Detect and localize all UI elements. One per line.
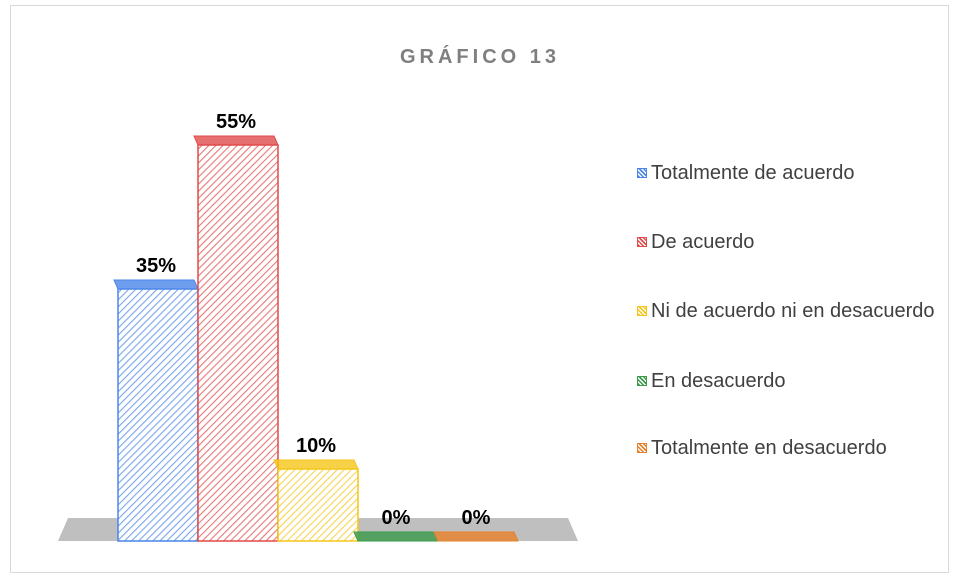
bar [277,468,359,542]
data-label: 0% [382,507,411,529]
bar-top [113,279,199,290]
bar-top [353,531,439,542]
bar [197,144,279,542]
legend-label: De acuerdo [651,231,755,253]
data-label: 0% [462,507,491,529]
legend-swatch [637,168,647,178]
legend-label: Totalmente de acuerdo [651,162,855,184]
legend-label: En desacuerdo [651,370,786,392]
legend-swatch [637,443,647,453]
bar-top [193,135,279,146]
legend-swatch [637,237,647,247]
bar [117,288,199,542]
legend-entry: Ni de acuerdo ni en desacuerdo [637,298,947,324]
legend-swatch [637,306,647,316]
legend-entry: En desacuerdo [637,368,947,394]
bar-top [273,459,359,470]
data-label: 55% [216,111,256,133]
bar-top [433,531,519,542]
legend-swatch [637,376,647,386]
legend-entry: Totalmente en desacuerdo [637,435,947,461]
data-label: 35% [136,255,176,277]
legend-label: Totalmente en desacuerdo [651,437,887,459]
legend-entry: De acuerdo [637,229,947,255]
legend-label: Ni de acuerdo ni en desacuerdo [651,300,935,322]
legend-entry: Totalmente de acuerdo [637,160,947,186]
data-label: 10% [296,435,336,457]
chart-title: GRÁFICO 13 [400,45,560,68]
